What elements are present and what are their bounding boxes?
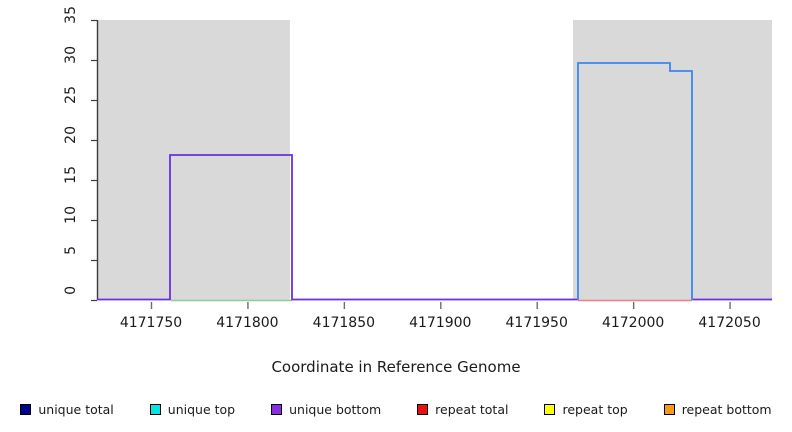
y-tick-label: 25	[55, 86, 85, 109]
legend-swatch-icon	[544, 403, 556, 415]
shaded-regions	[97, 20, 772, 300]
legend-item[interactable]: unique top	[149, 401, 236, 417]
y-tick-text: 35	[63, 6, 79, 24]
legend-swatch-icon	[663, 403, 675, 415]
x-tick-label: 4171900	[409, 315, 472, 331]
y-tick-label: 20	[55, 126, 85, 149]
x-tick-label: 4171750	[119, 315, 183, 331]
legend-label: repeat top	[562, 401, 628, 417]
y-tick-text: 0	[63, 286, 79, 295]
legend-item[interactable]: repeat top	[544, 401, 628, 417]
x-tick-label: 4171800	[216, 315, 279, 331]
x-tick-label: 4171850	[312, 315, 376, 331]
y-tick-text: 20	[63, 126, 79, 144]
x-tick-label: 4172000	[601, 315, 665, 331]
legend-item[interactable]: repeat bottom	[663, 401, 772, 417]
y-tick-text: 25	[63, 86, 79, 104]
x-tick-label: 4172050	[698, 315, 761, 331]
y-tick-text: 30	[63, 46, 79, 64]
y-tick-text: 5	[63, 246, 79, 255]
legend-label: unique total	[38, 401, 114, 417]
x-tick-label: 4171950	[505, 315, 568, 331]
legend-swatch-icon	[149, 403, 161, 415]
y-tick-label: 10	[55, 206, 85, 229]
shaded-region-right	[573, 20, 772, 300]
legend: unique total unique top unique bottom repea…	[0, 398, 792, 420]
y-tick-label: 5	[55, 246, 85, 269]
y-tick-text: 10	[63, 206, 79, 224]
legend-swatch-icon	[20, 403, 32, 415]
y-tick-marks	[91, 19, 97, 302]
y-tick-label: 30	[55, 46, 85, 69]
legend-item[interactable]: repeat total	[417, 402, 508, 417]
legend-label: unique bottom	[289, 401, 382, 417]
y-tick-label: 15	[55, 166, 85, 189]
legend-label: unique top	[167, 401, 236, 417]
legend-label: repeat bottom	[681, 401, 772, 417]
x-tick-marks	[150, 302, 731, 309]
legend-item[interactable]: unique total	[20, 401, 114, 417]
y-tick-text: 15	[63, 166, 79, 184]
x-axis-title: Coordinate in Reference Genome	[271, 358, 521, 376]
trace-unique-bottom	[97, 154, 578, 301]
shaded-region-left	[97, 20, 290, 300]
y-tick-label: 35	[55, 6, 85, 29]
trace-blue-coverage	[577, 62, 693, 300]
legend-item[interactable]: unique bottom	[271, 402, 381, 417]
y-tick-label: 0	[55, 286, 85, 309]
axes	[91, 19, 731, 309]
legend-swatch-icon	[271, 403, 283, 415]
legend-label: repeat total	[435, 401, 509, 417]
legend-swatch-icon	[417, 403, 429, 415]
